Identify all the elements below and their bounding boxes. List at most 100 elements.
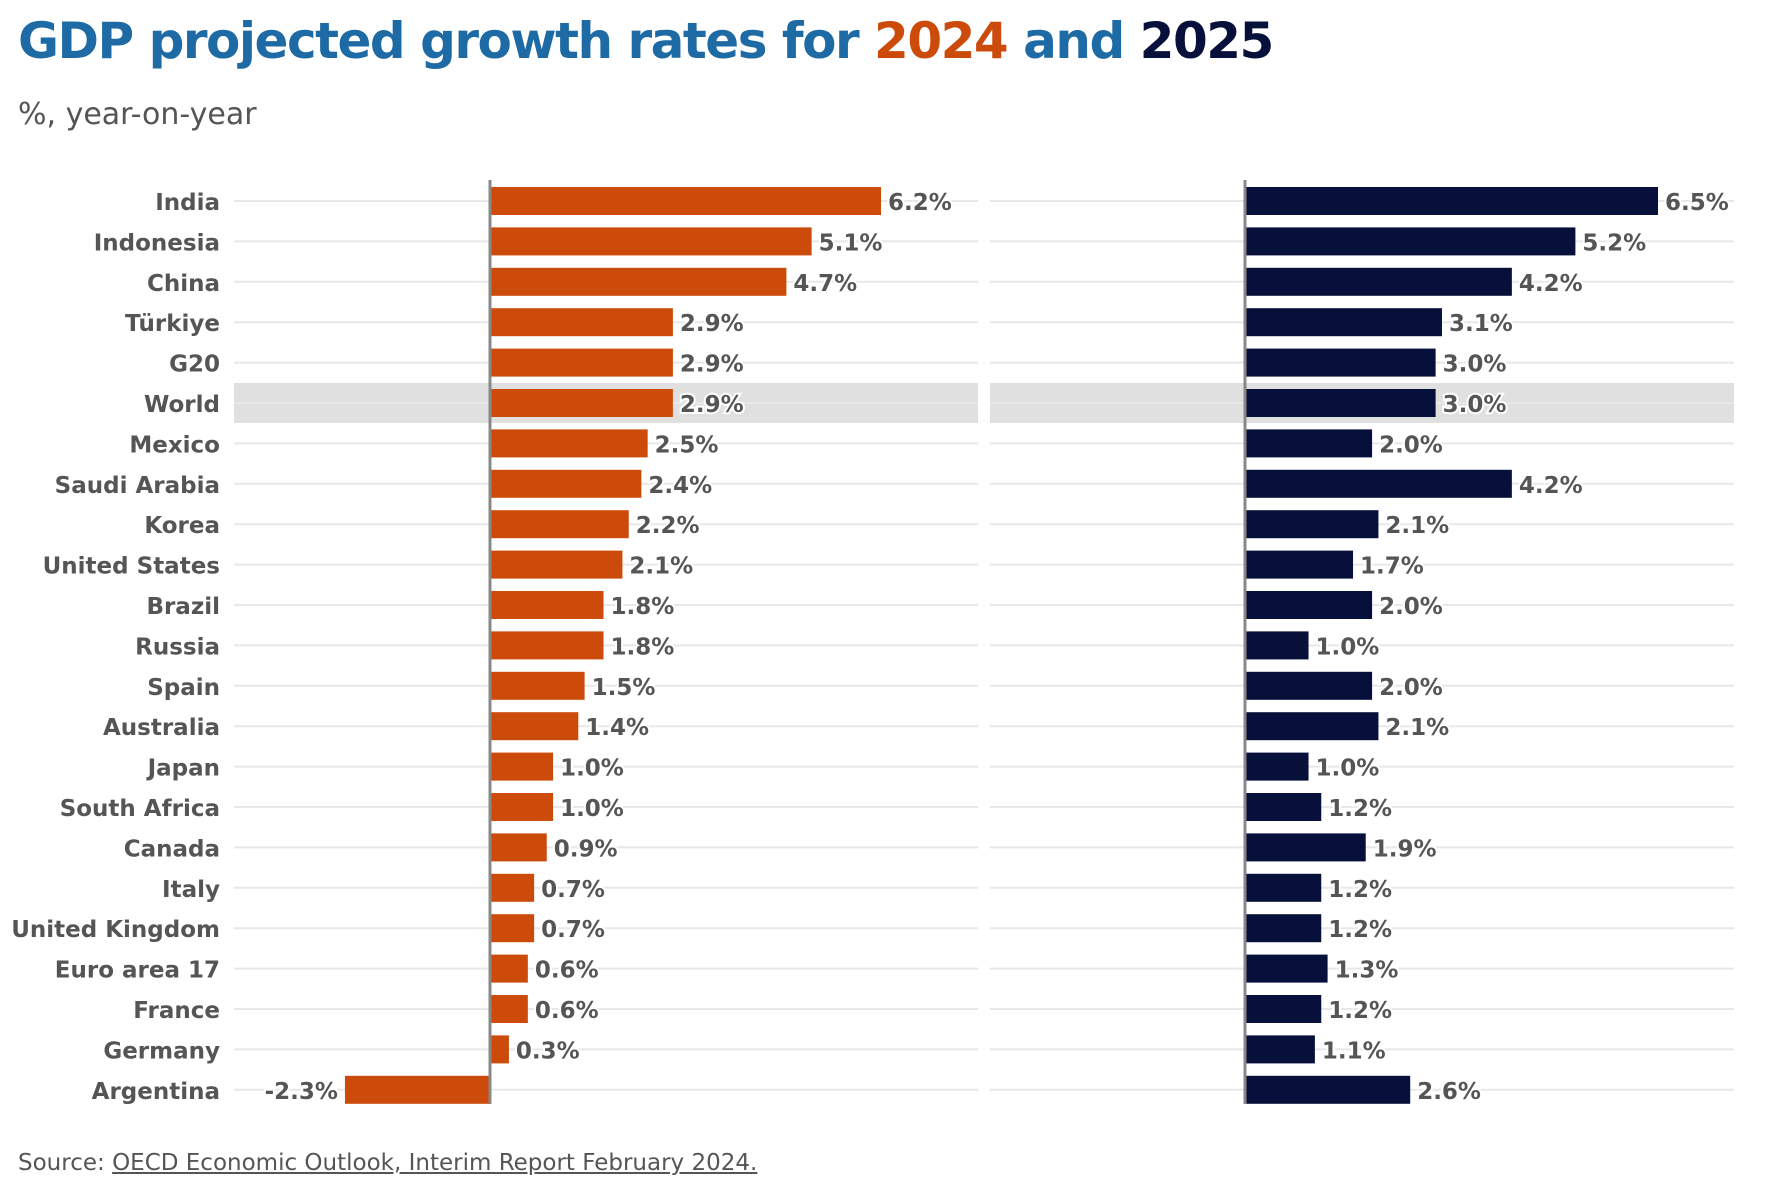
category-label-mexico: Mexico	[129, 432, 220, 458]
value-label-2025-korea: 2.1%	[1385, 513, 1449, 539]
category-label-t-rkiye: Türkiye	[125, 311, 220, 337]
bar-2024-korea	[490, 510, 629, 539]
category-label-china: China	[147, 271, 220, 297]
bar-2025-t-rkiye	[1245, 308, 1442, 337]
value-label-2025-italy: 1.2%	[1328, 877, 1392, 903]
value-label-2024-t-rkiye: 2.9%	[680, 311, 744, 337]
value-label-2025-united-kingdom: 1.2%	[1328, 917, 1392, 943]
title-year-2025: 2025	[1139, 12, 1275, 70]
bar-2025-japan	[1245, 752, 1309, 781]
category-label-saudi-arabia: Saudi Arabia	[55, 473, 220, 499]
value-label-2024-spain: 1.5%	[592, 675, 656, 701]
bar-2024-euro-area-17	[490, 954, 528, 983]
value-label-2025-saudi-arabia: 4.2%	[1519, 473, 1583, 499]
value-label-2024-saudi-arabia: 2.4%	[648, 473, 712, 499]
value-label-2024-india: 6.2%	[888, 190, 952, 216]
category-label-canada: Canada	[124, 836, 220, 862]
bar-2024-japan	[490, 752, 554, 781]
bar-2024-saudi-arabia	[490, 469, 642, 498]
bar-2024-china	[490, 267, 787, 296]
bar-2024-mexico	[490, 429, 648, 458]
bar-2024-south-africa	[490, 793, 554, 821]
value-label-2025-mexico: 2.0%	[1379, 432, 1443, 458]
value-label-2024-indonesia: 5.1%	[819, 230, 883, 256]
bar-2024-germany	[490, 1035, 509, 1064]
value-label-2025-g20: 3.0%	[1443, 352, 1507, 378]
value-label-2024-south-africa: 1.0%	[560, 796, 624, 822]
bar-2024-france	[490, 995, 528, 1023]
bar-2024-australia	[490, 712, 579, 741]
title-year-2024: 2024	[874, 12, 1009, 70]
value-label-2024-china: 4.7%	[793, 271, 857, 297]
value-label-2024-france: 0.6%	[535, 998, 599, 1024]
bar-2025-india	[1245, 187, 1658, 215]
value-label-2025-japan: 1.0%	[1316, 756, 1380, 782]
category-label-india: India	[155, 190, 220, 216]
value-label-2024-argentina: -2.3%	[265, 1079, 338, 1105]
value-label-2025-india: 6.5%	[1665, 190, 1729, 216]
bar-2024-united-states	[490, 550, 623, 579]
bar-2025-china	[1245, 267, 1512, 296]
value-label-2025-t-rkiye: 3.1%	[1449, 311, 1513, 337]
bar-2025-argentina	[1245, 1075, 1411, 1104]
category-label-argentina: Argentina	[92, 1079, 220, 1105]
bar-2025-g20	[1245, 348, 1436, 377]
value-label-2025-spain: 2.0%	[1379, 675, 1443, 701]
category-label-spain: Spain	[147, 675, 220, 701]
source-note: Source: OECD Economic Outlook, Interim R…	[18, 1150, 757, 1176]
value-label-2025-united-states: 1.7%	[1360, 554, 1424, 580]
bar-2025-russia	[1245, 631, 1309, 660]
bar-2024-india	[490, 187, 881, 215]
value-label-2024-world: 2.9%	[680, 392, 744, 418]
value-label-2024-g20: 2.9%	[680, 352, 744, 378]
value-label-2025-indonesia: 5.2%	[1582, 230, 1646, 256]
value-label-2025-russia: 1.0%	[1316, 634, 1380, 660]
category-label-indonesia: Indonesia	[94, 230, 220, 256]
value-label-2025-canada: 1.9%	[1373, 836, 1437, 862]
bar-2025-saudi-arabia	[1245, 469, 1512, 498]
bar-2024-spain	[490, 671, 585, 700]
category-label-euro-area-17: Euro area 17	[55, 958, 220, 984]
category-label-france: France	[133, 998, 220, 1024]
value-label-2025-germany: 1.1%	[1322, 1038, 1386, 1064]
gdp-growth-chart: India Indonesia China Türkiye G20 World Mexico…	[11, 180, 1734, 1107]
value-label-2024-japan: 1.0%	[560, 756, 624, 782]
category-label-italy: Italy	[162, 877, 220, 903]
value-label-2025-south-africa: 1.2%	[1328, 796, 1392, 822]
bar-2025-australia	[1245, 712, 1379, 741]
bar-2025-world	[1245, 389, 1436, 417]
bar-2025-united-states	[1245, 550, 1354, 579]
bar-2025-united-kingdom	[1245, 914, 1322, 943]
value-label-2024-australia: 1.4%	[585, 715, 649, 741]
category-label-g20: G20	[169, 352, 220, 378]
value-label-2024-canada: 0.9%	[554, 836, 618, 862]
bar-2025-brazil	[1245, 591, 1373, 619]
bar-2025-indonesia	[1245, 227, 1576, 256]
bar-2025-italy	[1245, 873, 1322, 902]
category-label-united-kingdom: United Kingdom	[11, 917, 220, 943]
bar-2025-south-africa	[1245, 793, 1322, 821]
value-label-2024-germany: 0.3%	[516, 1038, 580, 1064]
bar-2024-italy	[490, 873, 535, 902]
bar-2025-mexico	[1245, 429, 1373, 458]
category-label-korea: Korea	[144, 513, 220, 539]
value-label-2024-italy: 0.7%	[541, 877, 605, 903]
value-label-2024-brazil: 1.8%	[611, 594, 675, 620]
value-label-2024-korea: 2.2%	[636, 513, 700, 539]
value-label-2025-argentina: 2.6%	[1417, 1079, 1481, 1105]
source-link[interactable]: OECD Economic Outlook, Interim Report Fe…	[112, 1150, 758, 1176]
value-label-2025-world: 3.0%	[1443, 392, 1507, 418]
value-label-2024-united-kingdom: 0.7%	[541, 917, 605, 943]
category-label-south-africa: South Africa	[60, 796, 220, 822]
value-label-2024-mexico: 2.5%	[655, 432, 719, 458]
bar-2024-russia	[490, 631, 604, 660]
value-label-2025-australia: 2.1%	[1385, 715, 1449, 741]
bar-2024-united-kingdom	[490, 914, 535, 943]
bar-2024-g20	[490, 348, 673, 377]
value-label-2025-china: 4.2%	[1519, 271, 1583, 297]
bar-2024-indonesia	[490, 227, 812, 256]
bar-2024-world	[490, 389, 673, 417]
bar-2025-korea	[1245, 510, 1379, 539]
bar-2025-germany	[1245, 1035, 1315, 1064]
category-label-world: World	[144, 392, 220, 418]
